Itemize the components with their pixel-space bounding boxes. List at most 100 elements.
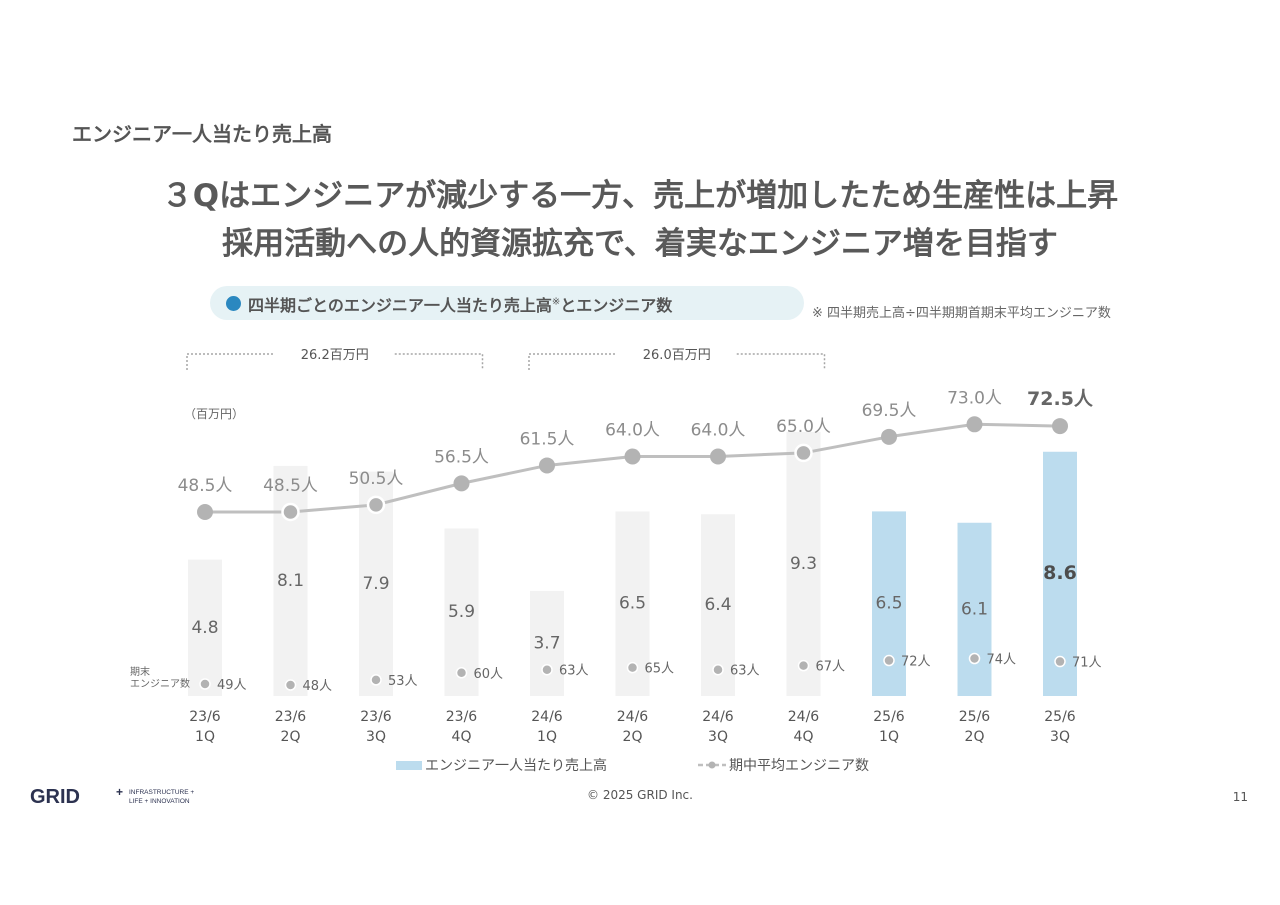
x-tick-label-3-b: 4Q [452,729,472,745]
end-point-7 [797,659,810,672]
x-tick-label-2-a: 23/6 [360,709,392,725]
bar-value-label-1: 8.1 [277,571,304,591]
bar-line-chart: （百万円） 26.2百万円 26.0百万円 4.8 8.1 7.9 5.9 3.7 6.5 6.4… [130,348,1102,774]
line-value-label-8: 69.5人 [862,401,917,421]
bar-10 [1043,451,1077,696]
end-point-5 [626,661,639,674]
bracket-line-1 [528,353,826,370]
footnote: ※ 四半期売上高÷四半期期首期末平均エンジニア数 [812,306,1111,321]
x-tick-label-10-a: 25/6 [1044,709,1076,725]
end-point-label-1: 48人 [303,679,333,694]
end-point-label-9: 74人 [987,653,1017,668]
x-tick-label-10-b: 3Q [1050,729,1070,745]
line-value-label-9: 73.0人 [947,388,1002,408]
logo-main-text: GRID [30,786,80,808]
x-tick-label-0-a: 23/6 [189,709,221,725]
chart-title-suffix: とエンジニア数 [560,296,673,315]
end-point-label-3: 60人 [474,667,504,682]
bar-value-label-6: 6.4 [704,595,731,615]
end-point-label-0: 49人 [217,678,247,693]
end-point-label-4: 63人 [559,664,589,679]
x-tick-label-6-b: 3Q [708,729,728,745]
end-point-3 [455,667,468,679]
x-tick-label-4-a: 24/6 [531,709,563,725]
end-point-8 [883,654,895,667]
line-value-label-1: 48.5人 [263,476,318,496]
line-value-label-6: 64.0人 [691,421,746,441]
end-point-10 [1054,655,1066,668]
chart-title: 四半期ごとのエンジニア一人当たり売上高※とエンジニア数 [248,292,672,316]
x-tick-label-2-b: 3Q [366,729,386,745]
line-point-1 [281,502,300,522]
x-tick-label-5-a: 24/6 [617,709,649,725]
line-value-label-10: 72.5人 [1027,388,1094,410]
bar-value-label-8: 6.5 [875,594,902,614]
line-value-label-4: 61.5人 [520,429,575,449]
line-value-label-3: 56.5人 [434,447,489,467]
x-tick-label-8-a: 25/6 [873,709,905,725]
legend-line-marker [708,761,716,769]
legend-bar-swatch [396,761,422,770]
line-value-label-5: 64.0人 [605,421,660,441]
bar-0 [188,559,222,696]
bar-value-label-10: 8.6 [1043,562,1077,584]
bracket-label-1: 26.0百万円 [643,348,711,363]
x-tick-label-0-b: 1Q [195,729,215,745]
end-point-9 [968,652,981,665]
section-title: エンジニア一人当たり売上高 [72,122,332,146]
bar-4 [530,590,564,696]
end-point-caption-line-2: エンジニア数 [130,677,190,690]
chart-title-note-mark: ※ [551,296,561,308]
line-point-8 [881,428,897,445]
legend-line-label: 期中平均エンジニア数 [729,758,869,774]
bar-value-label-3: 5.9 [448,602,475,622]
line-value-label-2: 50.5人 [349,469,404,489]
bar-7 [786,431,821,696]
svg-text:+: + [116,785,123,799]
x-tick-label-7-b: 4Q [794,729,814,745]
x-tick-label-1-a: 23/6 [275,709,307,725]
bar-value-label-2: 7.9 [362,574,389,594]
end-point-6 [712,663,724,676]
end-point-4 [541,663,553,676]
line-point-5 [624,448,641,465]
bracket-line-0 [186,353,484,370]
bar-9 [957,522,992,696]
legend-bar-label: エンジニア一人当たり売上高 [425,757,607,774]
line-point-2 [366,495,386,515]
end-point-label-6: 63人 [730,664,760,679]
end-point-label-8: 72人 [901,655,931,670]
bar-value-label-9: 6.1 [961,599,988,619]
x-tick-label-9-b: 2Q [965,729,985,745]
x-tick-label-7-a: 24/6 [788,709,820,725]
end-point-label-2: 53人 [388,674,418,689]
line-point-7 [794,443,813,463]
grid-logo-icon: GRID + INFRASTRUCTURE + LIFE + INNOVATIO… [30,785,194,808]
line-point-0 [197,504,213,520]
headline-line-1: ３Qはエンジニアが減少する一方、売上が増加したため生産性は上昇 [161,178,1119,214]
headline-line-2: 採用活動への人的資源拡充で、着実なエンジニア増を目指す [222,226,1058,262]
end-point-0 [199,678,211,690]
x-tick-label-9-a: 25/6 [959,709,991,725]
grid-logo: GRID + INFRASTRUCTURE + LIFE + INNOVATIO… [30,784,220,812]
line-point-10 [1052,418,1068,435]
end-point-2 [370,674,382,686]
x-tick-label-3-a: 23/6 [446,709,478,725]
logo-sub-line-2: LIFE + INNOVATION [129,798,190,805]
chart-title-main: 四半期ごとのエンジニア一人当たり売上高 [248,296,552,315]
chart-title-pill: 四半期ごとのエンジニア一人当たり売上高※とエンジニア数 [210,286,804,320]
line-point-9 [966,416,983,433]
x-tick-label-6-a: 24/6 [702,709,734,725]
end-point-label-10: 71人 [1072,656,1102,671]
line-value-label-7: 65.0人 [776,417,831,437]
end-point-caption-line-1: 期末 [130,665,150,678]
end-point-label-7: 67人 [816,660,846,675]
line-point-4 [539,457,555,474]
line-point-6 [710,448,726,465]
x-tick-label-8-b: 1Q [879,729,899,745]
bar-value-label-0: 4.8 [191,618,218,638]
bar-value-label-4: 3.7 [533,633,560,653]
y-unit-label: （百万円） [184,407,244,421]
line-point-3 [453,475,470,492]
line-value-label-0: 48.5人 [178,476,233,496]
